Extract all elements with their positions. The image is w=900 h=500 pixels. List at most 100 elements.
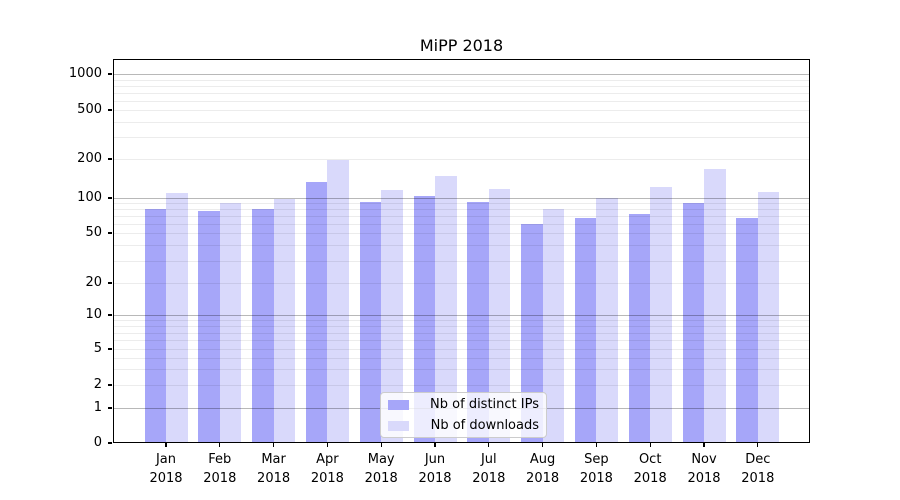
- gridline: [114, 233, 809, 234]
- y-tick-label: 1000: [68, 66, 102, 81]
- x-tick-label: Aug 2018: [526, 452, 560, 486]
- y-tick-mark: [108, 348, 112, 350]
- y-tick-label: 20: [85, 275, 102, 290]
- bar-downloads: [435, 175, 457, 443]
- bar-downloads: [327, 159, 349, 443]
- y-tick-mark: [108, 384, 112, 386]
- gridline: [114, 198, 809, 199]
- bar-downloads: [596, 198, 618, 443]
- gridline: [114, 315, 809, 316]
- y-tick-mark: [108, 109, 112, 111]
- bar-downloads: [542, 208, 565, 443]
- x-tick-label: Oct 2018: [633, 452, 667, 486]
- legend: Nb of distinct IPs Nb of downloads: [380, 392, 547, 438]
- gridline: [114, 216, 809, 217]
- y-tick-mark: [108, 282, 112, 284]
- gridline: [114, 159, 809, 160]
- bar-downloads: [704, 169, 726, 443]
- x-tick-mark: [326, 443, 329, 447]
- y-tick-label: 500: [77, 102, 102, 117]
- x-tick-label: Jan 2018: [149, 452, 183, 486]
- x-tick-mark: [165, 443, 167, 447]
- gridline: [114, 357, 809, 359]
- y-tick-mark: [108, 442, 112, 444]
- gridline: [114, 332, 809, 334]
- x-tick-mark: [273, 443, 275, 447]
- y-tick-label: 5: [93, 341, 102, 356]
- x-tick-mark: [434, 443, 436, 447]
- y-tick-label: 100: [77, 190, 102, 205]
- gridline: [114, 340, 809, 342]
- x-tick-mark: [757, 443, 759, 447]
- gridline: [114, 320, 809, 322]
- bar-distinct-ips: [682, 203, 704, 443]
- legend-item-downloads: Nb of downloads: [388, 417, 539, 434]
- gridline: [114, 203, 809, 205]
- bar-distinct-ips: [359, 202, 382, 443]
- y-tick-mark: [108, 314, 112, 316]
- x-tick-mark: [595, 443, 598, 447]
- bar-distinct-ips: [413, 196, 435, 443]
- x-tick-label: Nov 2018: [687, 452, 721, 486]
- legend-label-downloads: Nb of downloads: [430, 418, 539, 433]
- x-tick-mark: [542, 443, 544, 447]
- axes-frame: [113, 59, 810, 443]
- x-tick-label: Apr 2018: [310, 452, 344, 486]
- gridline: [114, 283, 809, 284]
- gridline: [114, 245, 809, 247]
- legend-swatch-downloads: [388, 420, 409, 431]
- legend-item-distinct-ips: Nb of distinct IPs: [388, 396, 539, 413]
- y-tick-label: 50: [85, 225, 102, 240]
- gridline: [114, 110, 809, 111]
- x-tick-label: May 2018: [364, 452, 398, 486]
- gridline: [114, 85, 809, 87]
- bar-downloads: [757, 191, 780, 443]
- bar-downloads: [381, 190, 403, 443]
- bar-downloads: [650, 186, 672, 443]
- legend-label-distinct-ips: Nb of distinct IPs: [430, 397, 539, 412]
- bar-distinct-ips: [198, 211, 220, 443]
- y-tick-mark: [108, 407, 112, 409]
- y-tick-label: 10: [85, 307, 102, 322]
- bar-downloads: [273, 199, 296, 443]
- x-tick-mark: [703, 443, 705, 447]
- y-tick-mark: [108, 158, 112, 160]
- bar-downloads: [488, 188, 511, 443]
- x-tick-mark: [488, 443, 490, 447]
- bar-distinct-ips: [467, 202, 489, 443]
- bar-distinct-ips: [305, 182, 328, 443]
- gridline: [114, 325, 809, 327]
- y-tick-label: 1: [93, 400, 102, 415]
- x-tick-label: Jun 2018: [418, 452, 452, 486]
- gridline: [114, 369, 809, 371]
- x-tick-mark: [649, 443, 651, 447]
- x-tick-label: Jul 2018: [472, 452, 506, 486]
- bar-distinct-ips: [628, 213, 651, 443]
- y-tick-label: 0: [93, 435, 102, 450]
- x-tick-label: Mar 2018: [257, 452, 291, 486]
- gridline: [114, 121, 809, 123]
- gridline: [114, 260, 809, 262]
- legend-swatch-distinct-ips: [388, 399, 409, 410]
- bar-distinct-ips: [252, 209, 274, 443]
- gridline: [114, 100, 809, 102]
- y-tick-mark: [108, 73, 112, 75]
- gridline: [114, 349, 809, 350]
- y-tick-label: 200: [77, 151, 102, 166]
- gridline: [114, 137, 809, 139]
- bar-downloads: [219, 203, 242, 443]
- chart-title: MiPP 2018: [419, 36, 504, 55]
- x-tick-label: Sep 2018: [579, 452, 613, 486]
- bar-distinct-ips: [574, 218, 597, 443]
- bar-distinct-ips: [144, 209, 166, 443]
- gridline: [114, 385, 809, 386]
- bar-downloads: [166, 192, 188, 443]
- x-tick-mark: [219, 443, 221, 447]
- y-tick-mark: [108, 232, 112, 234]
- x-tick-label: Dec 2018: [741, 452, 775, 486]
- x-tick-label: Feb 2018: [203, 452, 237, 486]
- y-tick-mark: [108, 197, 112, 199]
- bar-distinct-ips: [736, 217, 758, 443]
- gridline: [114, 74, 809, 75]
